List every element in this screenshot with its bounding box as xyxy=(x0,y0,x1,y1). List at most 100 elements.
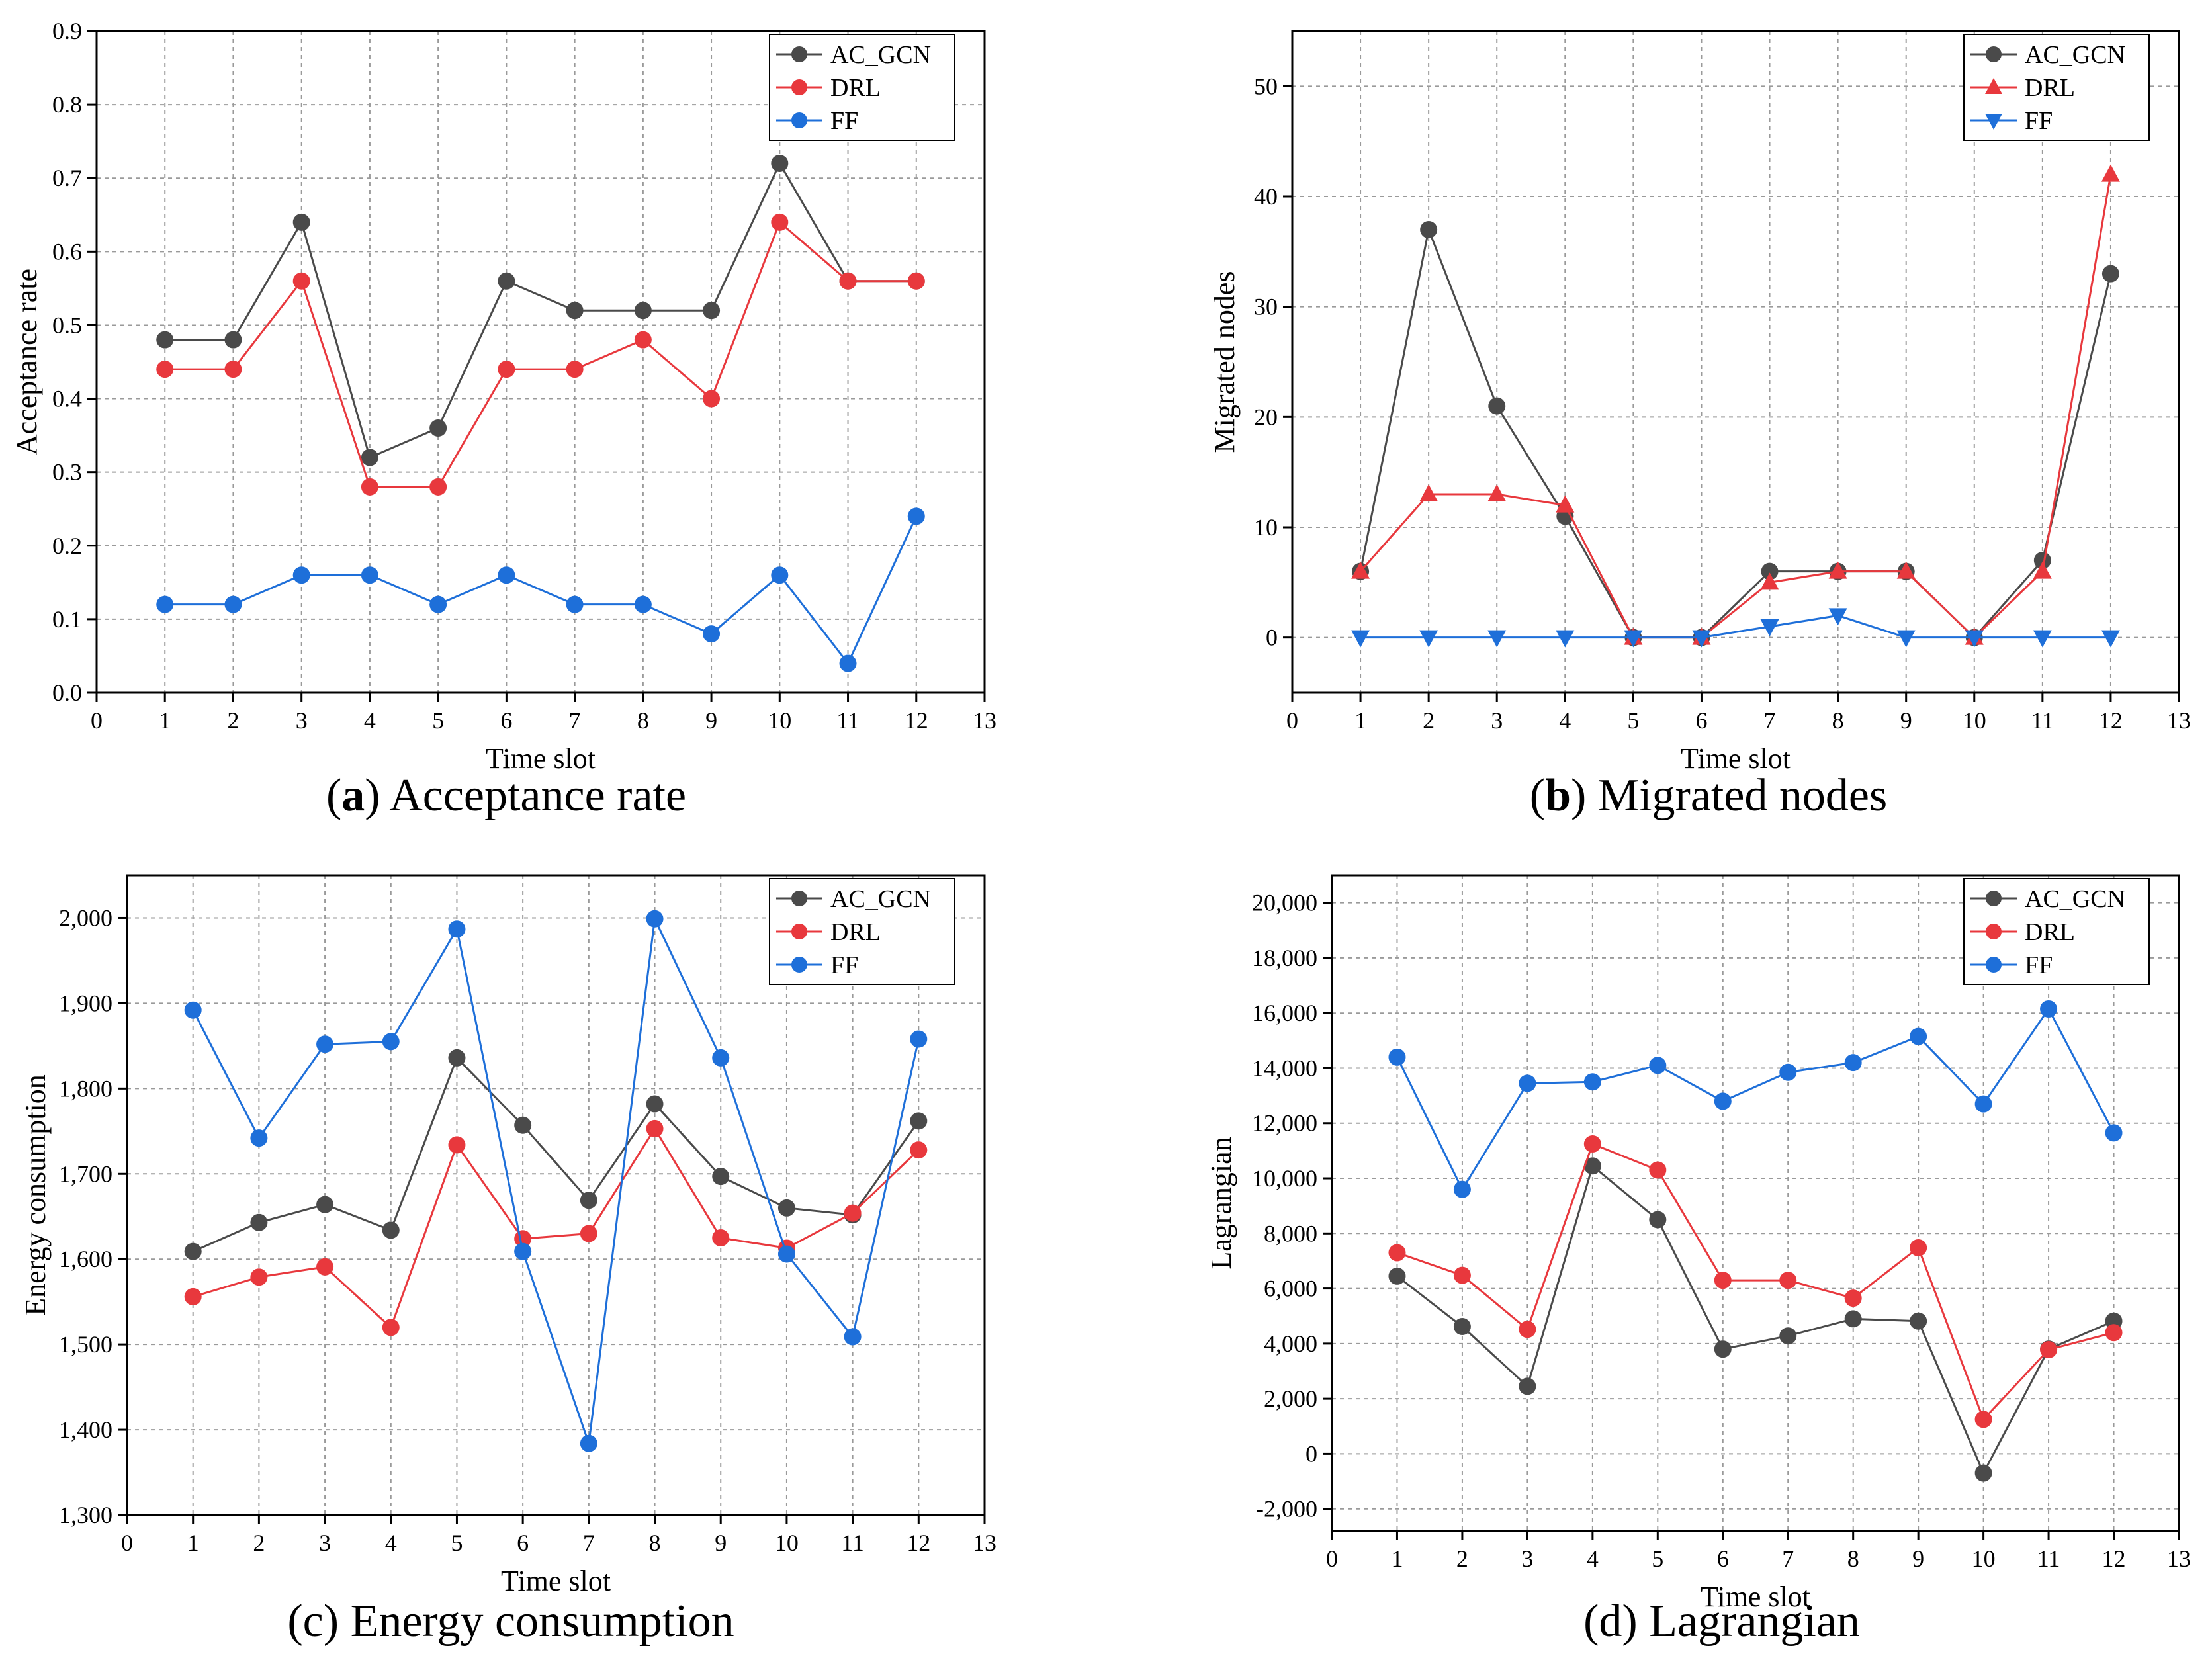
x-tick-label: 7 xyxy=(569,707,581,734)
data-point-ff xyxy=(2033,630,2052,648)
data-point-ff xyxy=(844,1328,862,1346)
x-tick-label: 6 xyxy=(500,707,512,734)
panel-acceptance-rate: 0 1 2 3 4 5 6 7 8 9 10 11 12 130.00.10.20.30.40.50.60… xyxy=(11,18,996,821)
y-tick-label: 0.7 xyxy=(52,165,82,191)
legend-marker xyxy=(1986,924,2002,939)
data-point-drl xyxy=(292,272,310,290)
y-tick-label: 0.9 xyxy=(52,18,82,44)
caption-paren: ) xyxy=(1571,770,1586,821)
y-axis-label: Lagrangian xyxy=(1205,1137,1237,1269)
data-point-ff xyxy=(1828,608,1847,626)
data-point-ac-gcn xyxy=(771,155,789,172)
data-point-drl xyxy=(907,272,925,290)
data-point-ff xyxy=(566,595,584,613)
x-tick-label: 9 xyxy=(1900,707,1912,734)
legend-marker xyxy=(791,924,807,939)
plot-frame xyxy=(126,874,986,1516)
legend: AC_GCN DRL FF xyxy=(769,878,955,985)
data-point-ac-gcn xyxy=(382,1221,400,1239)
data-point-ff xyxy=(1692,630,1711,648)
data-point-ac-gcn xyxy=(184,1242,202,1260)
data-point-drl xyxy=(1583,1135,1601,1153)
x-tick-label: 0 xyxy=(91,707,103,734)
y-tick-label: 6,000 xyxy=(1264,1276,1317,1302)
data-point-ff xyxy=(156,595,174,613)
y-tick-label: 0 xyxy=(1266,625,1278,651)
data-point-ff xyxy=(646,910,664,928)
data-point-ff xyxy=(184,1001,202,1019)
y-tick-label: 20,000 xyxy=(1252,890,1317,916)
plot-frame xyxy=(1331,874,2180,1532)
data-point-ff xyxy=(1974,1095,1992,1113)
series-line-ff xyxy=(1396,1007,2115,1192)
legend: AC_GCN DRL FF xyxy=(769,34,955,141)
legend-marker xyxy=(1986,957,2002,973)
data-point-drl xyxy=(382,1319,400,1336)
x-tick-label: 9 xyxy=(1912,1546,1924,1572)
caption-letter: (c) xyxy=(287,1596,339,1647)
panel-lagrangian: 0 1 2 3 4 5 6 7 8 9 10 11 12 13-2,00002,0004,0006,000… xyxy=(1205,874,2191,1647)
data-point-drl xyxy=(1828,561,1847,579)
plot-frame xyxy=(95,30,986,694)
y-tick-label: 50 xyxy=(1254,73,1278,99)
y-tick-label: 20 xyxy=(1254,404,1278,430)
legend-label: AC_GCN xyxy=(2025,885,2125,913)
legend-label: DRL xyxy=(2025,74,2075,102)
y-tick-label: 16,000 xyxy=(1252,1000,1317,1026)
data-point-ac-gcn xyxy=(250,1213,268,1231)
data-point-ff xyxy=(1779,1063,1797,1081)
data-point-ff xyxy=(429,595,447,613)
x-tick-label: 12 xyxy=(2099,707,2123,734)
data-point-drl xyxy=(1779,1272,1797,1289)
y-tick-label: 0.4 xyxy=(52,386,82,412)
series-line-ac-gcn xyxy=(1359,226,2112,639)
caption-text: Acceptance rate xyxy=(380,770,686,821)
data-point-ac-gcn xyxy=(1453,1318,1471,1336)
y-axis-label: Acceptance rate xyxy=(11,269,43,455)
data-point-ff xyxy=(448,920,466,938)
data-point-ac-gcn xyxy=(910,1112,928,1130)
x-tick-label: 8 xyxy=(649,1530,661,1556)
data-point-ac-gcn xyxy=(712,1168,730,1186)
data-point-ac-gcn xyxy=(156,331,174,349)
series-line-ac-gcn xyxy=(1396,1164,2115,1476)
y-tick-label: 1,300 xyxy=(59,1502,112,1528)
y-tick-label: 14,000 xyxy=(1252,1055,1317,1081)
data-point-drl xyxy=(2040,1341,2058,1359)
x-tick-label: 5 xyxy=(1627,707,1639,734)
data-point-ff xyxy=(361,566,378,584)
data-point-drl xyxy=(1453,1266,1471,1284)
x-tick-label: 7 xyxy=(583,1530,595,1556)
x-tick-label: 12 xyxy=(2102,1546,2126,1572)
legend-marker xyxy=(1986,46,2002,62)
caption-letter: b xyxy=(1545,770,1571,821)
x-tick-label: 8 xyxy=(637,707,649,734)
data-point-drl xyxy=(712,1229,730,1246)
data-point-ff xyxy=(771,566,789,584)
data-point-ac-gcn xyxy=(514,1116,532,1134)
x-tick-label: 10 xyxy=(1963,707,1986,734)
data-point-ff xyxy=(1760,619,1779,636)
legend-label: FF xyxy=(2025,951,2053,979)
x-tick-label: 4 xyxy=(385,1530,397,1556)
x-axis-label: Time slot xyxy=(1701,1581,1810,1613)
data-point-drl xyxy=(566,361,584,378)
data-point-drl xyxy=(1649,1161,1667,1179)
data-point-ff xyxy=(224,595,242,613)
x-tick-label: 2 xyxy=(253,1530,265,1556)
data-point-ac-gcn xyxy=(1714,1340,1732,1358)
data-point-ac-gcn xyxy=(634,302,652,320)
y-tick-label: 40 xyxy=(1254,183,1278,210)
x-tick-label: 10 xyxy=(775,1530,799,1556)
legend-label: DRL xyxy=(2025,918,2075,946)
caption-letter: a xyxy=(341,770,365,821)
x-tick-label: 11 xyxy=(2031,707,2055,734)
y-tick-label: 1,800 xyxy=(59,1075,112,1102)
y-tick-label: 0.0 xyxy=(52,679,82,706)
x-tick-label: 5 xyxy=(1652,1546,1663,1572)
x-tick-label: 5 xyxy=(432,707,444,734)
x-tick-label: 8 xyxy=(1847,1546,1859,1572)
data-point-drl xyxy=(1974,1411,1992,1428)
legend-label: AC_GCN xyxy=(830,885,931,913)
